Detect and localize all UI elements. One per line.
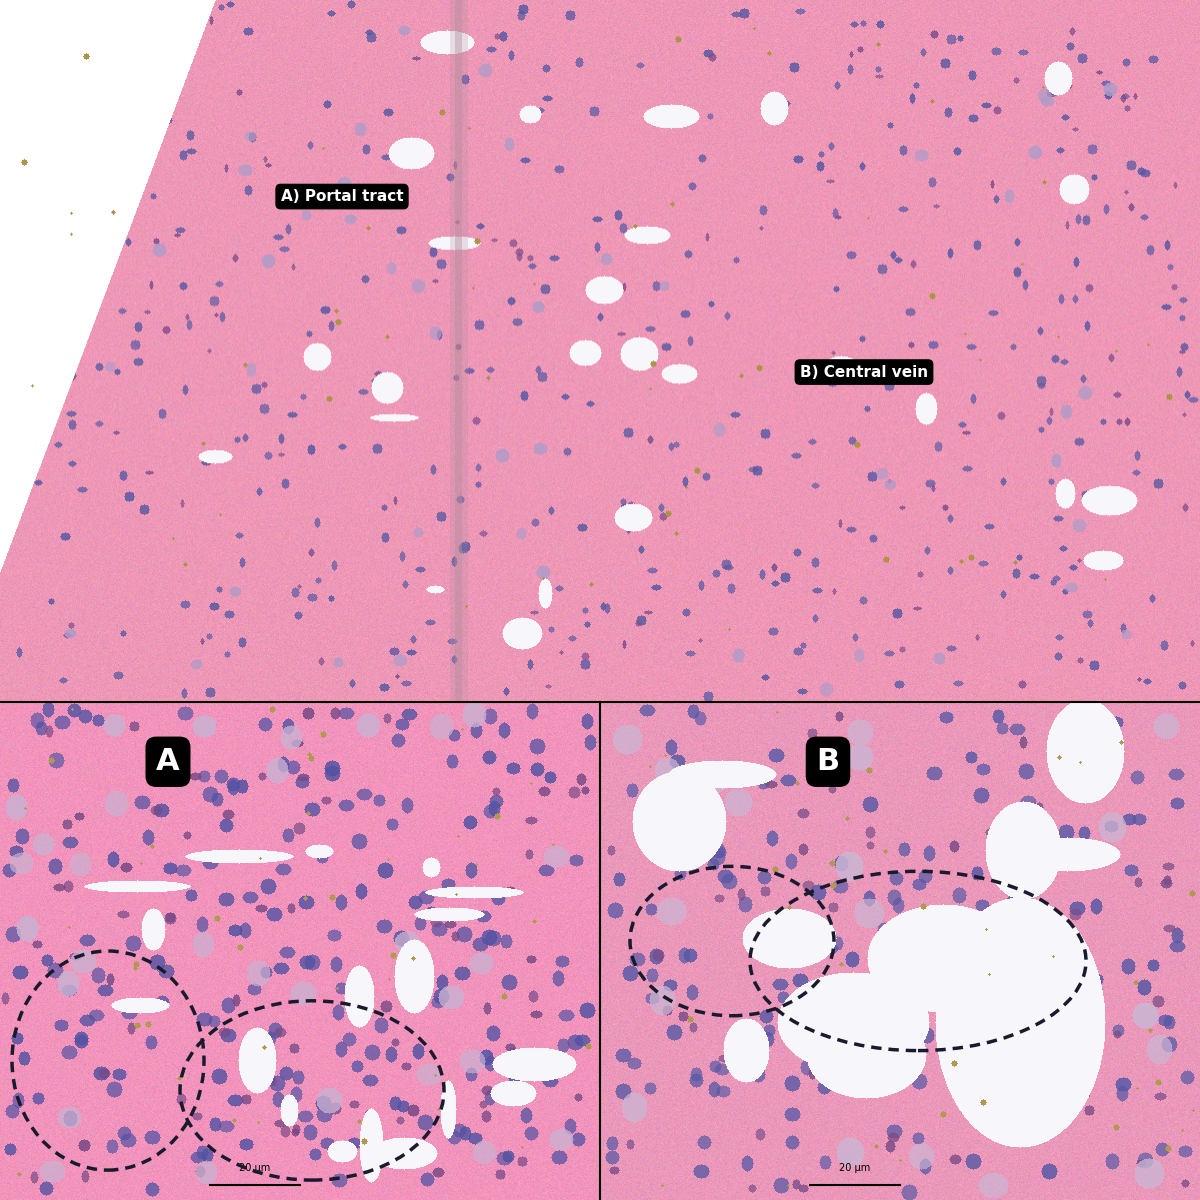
Text: B: B xyxy=(816,748,840,776)
Text: A: A xyxy=(156,748,180,776)
Text: A) Portal tract: A) Portal tract xyxy=(281,190,403,204)
Text: B) Central vein: B) Central vein xyxy=(800,365,928,379)
Text: 20 μm: 20 μm xyxy=(839,1163,871,1172)
Text: 20 μm: 20 μm xyxy=(239,1163,271,1172)
